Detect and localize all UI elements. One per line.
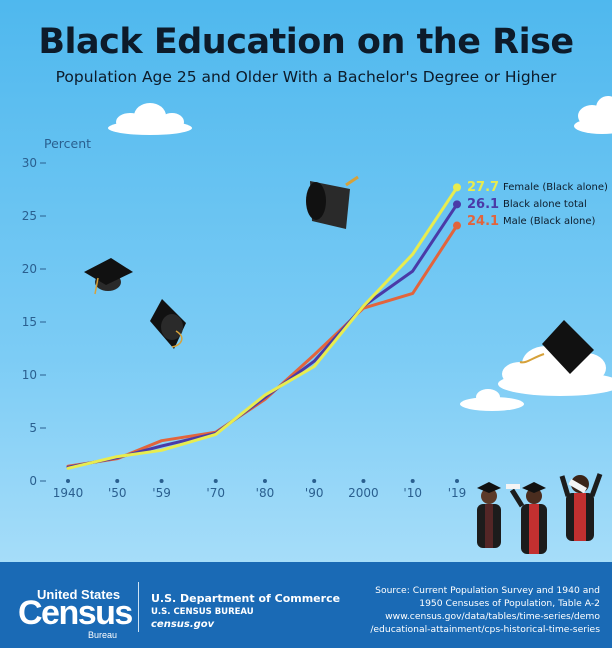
x-tick-label: 2000 (348, 486, 379, 500)
graduation-cap-icon (519, 320, 594, 374)
x-tick-mark (312, 479, 317, 483)
y-tick-label: 15 (22, 315, 37, 329)
x-tick-label: 1940 (53, 486, 84, 500)
end-point-0 (453, 183, 461, 192)
series-line-1 (66, 202, 459, 469)
y-axis: 0 5 10 15 20 25 30 (22, 156, 46, 488)
y-tick-label: 10 (22, 368, 37, 382)
end-points (453, 183, 461, 230)
end-value-label: 24.1 (467, 214, 499, 229)
series-line-2 (66, 224, 459, 468)
graduation-cap-icon (306, 175, 359, 229)
footer: United States Census Bureau U.S. Departm… (0, 562, 612, 648)
source-note: Source: Current Population Survey and 19… (310, 584, 600, 636)
x-tick-label: '90 (305, 486, 324, 500)
y-tick-label: 25 (22, 209, 37, 223)
end-point-2 (453, 221, 461, 230)
y-axis-label: Percent (44, 136, 92, 151)
x-tick-label: '70 (206, 486, 225, 500)
census-logo-line3: Bureau (88, 630, 118, 640)
x-tick-mark (115, 479, 120, 483)
x-tick-mark (66, 479, 70, 483)
x-tick-mark (361, 479, 366, 483)
chart-area: 0 5 10 15 20 25 30 1940 '50 '59 '70 '80 '90 2000 '10 '… (21, 96, 612, 554)
cloud-decoration (574, 96, 612, 134)
x-axis: 1940 '50 '59 '70 '80 '90 2000 '10 '19 (53, 479, 467, 500)
cloud-decoration (460, 346, 612, 411)
census-logo-line1: United States (37, 587, 121, 602)
x-tick-label: '59 (152, 486, 171, 500)
x-tick-label: '80 (256, 486, 275, 500)
legend: 27.7 Female (Black alone) 26.1 Black alone … (467, 180, 608, 229)
source-line[interactable]: www.census.gov/data/tables/time-series/d… (385, 611, 600, 622)
x-tick-label: '19 (448, 486, 467, 500)
x-tick-mark (410, 479, 415, 483)
end-point-1 (453, 200, 461, 209)
x-tick-label: '50 (108, 486, 127, 500)
x-tick-mark (213, 479, 218, 483)
census-logo-line2: Census (18, 594, 133, 632)
legend-series-name: Black alone total (503, 199, 587, 210)
bureau-name: U.S. CENSUS BUREAU (151, 607, 254, 617)
x-tick-label: '10 (403, 486, 422, 500)
series-line-0 (66, 185, 459, 470)
website-link[interactable]: census.gov (151, 619, 215, 630)
end-value-label: 26.1 (467, 197, 499, 212)
page-subtitle: Population Age 25 and Older With a Bache… (55, 68, 557, 86)
y-tick-label: 20 (22, 262, 37, 276)
cloud-decoration (108, 103, 192, 135)
end-value-label: 27.7 (467, 180, 499, 195)
x-tick-mark (455, 479, 459, 483)
legend-series-name: Female (Black alone) (503, 182, 608, 193)
department-name: U.S. Department of Commerce (151, 592, 341, 605)
graduation-cap-icon (150, 299, 186, 349)
source-line[interactable]: /educational-attainment/cps-historical-t… (370, 624, 600, 635)
source-line: Source: Current Population Survey and 19… (375, 585, 600, 596)
y-tick-label: 30 (22, 156, 37, 170)
graduation-cap-icon (84, 258, 133, 295)
graduates-illustration (477, 473, 603, 554)
y-tick-label: 5 (29, 421, 37, 435)
source-line: 1950 Censuses of Population, Table A-2 (419, 598, 600, 609)
x-tick-mark (159, 479, 164, 483)
page-title: Black Education on the Rise (38, 22, 574, 62)
footer-divider (138, 582, 139, 632)
series-lines (66, 185, 459, 470)
x-tick-mark (262, 479, 267, 483)
y-tick-label: 0 (29, 474, 37, 488)
legend-series-name: Male (Black alone) (503, 216, 596, 227)
